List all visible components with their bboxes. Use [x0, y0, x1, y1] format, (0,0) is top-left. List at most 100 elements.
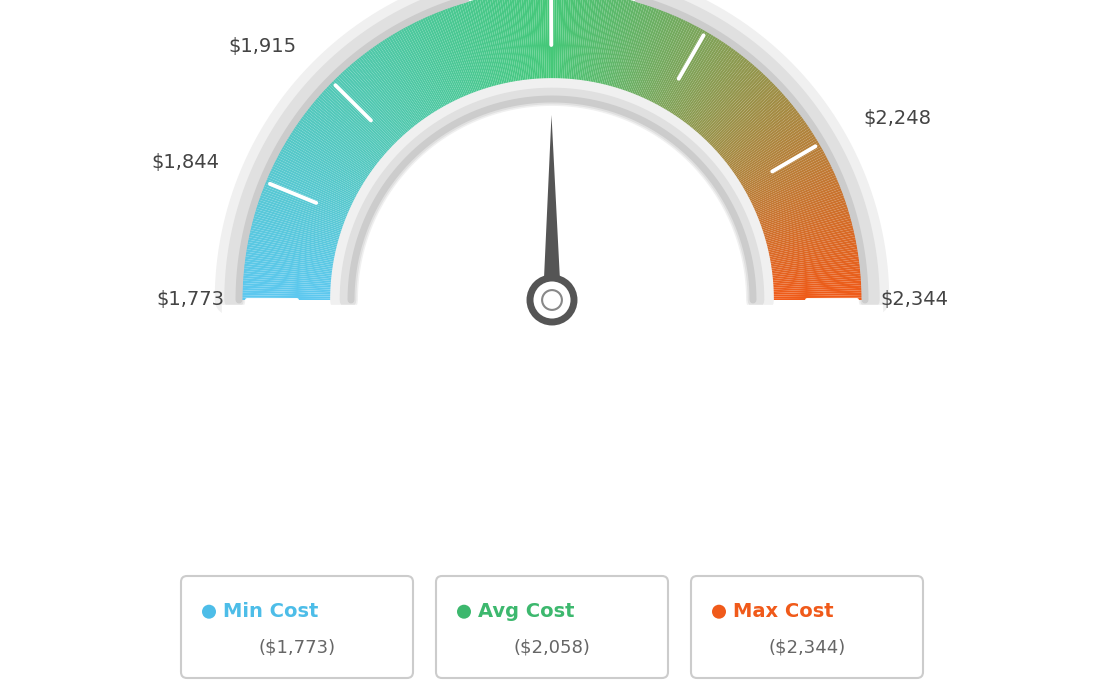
Wedge shape	[635, 17, 682, 119]
Wedge shape	[640, 21, 691, 121]
Wedge shape	[349, 64, 422, 149]
Wedge shape	[697, 86, 778, 163]
Wedge shape	[749, 244, 858, 266]
Wedge shape	[601, 0, 629, 106]
Text: ($1,773): ($1,773)	[258, 639, 336, 657]
Wedge shape	[641, 23, 692, 122]
Wedge shape	[671, 50, 739, 140]
Wedge shape	[434, 12, 477, 115]
Wedge shape	[626, 12, 668, 115]
Wedge shape	[352, 61, 425, 147]
Wedge shape	[749, 242, 857, 264]
Wedge shape	[560, 0, 566, 100]
Wedge shape	[528, 0, 538, 101]
Wedge shape	[555, 0, 560, 100]
Wedge shape	[424, 17, 471, 118]
Wedge shape	[380, 41, 443, 134]
Wedge shape	[751, 268, 861, 282]
Wedge shape	[447, 8, 486, 112]
Wedge shape	[530, 0, 540, 101]
Wedge shape	[311, 102, 397, 174]
Wedge shape	[326, 86, 407, 163]
Wedge shape	[730, 157, 828, 209]
Wedge shape	[708, 106, 796, 176]
Wedge shape	[487, 0, 511, 104]
Wedge shape	[747, 237, 856, 261]
Wedge shape	[403, 27, 457, 125]
Wedge shape	[715, 121, 807, 186]
Wedge shape	[752, 278, 861, 288]
Wedge shape	[485, 0, 510, 105]
Wedge shape	[596, 0, 622, 105]
Wedge shape	[452, 6, 489, 111]
Wedge shape	[688, 72, 764, 154]
Wedge shape	[585, 0, 605, 103]
Wedge shape	[511, 0, 527, 102]
Wedge shape	[559, 0, 564, 100]
Wedge shape	[286, 138, 382, 197]
Wedge shape	[679, 61, 752, 147]
Wedge shape	[520, 0, 533, 101]
Circle shape	[530, 278, 574, 322]
Wedge shape	[692, 79, 772, 159]
Wedge shape	[752, 295, 862, 299]
Wedge shape	[248, 235, 357, 259]
Wedge shape	[676, 57, 746, 144]
Wedge shape	[253, 216, 360, 247]
Wedge shape	[242, 297, 352, 300]
Wedge shape	[264, 184, 367, 226]
Wedge shape	[410, 23, 461, 123]
Text: $1,915: $1,915	[229, 37, 296, 56]
Wedge shape	[388, 36, 447, 130]
Wedge shape	[691, 77, 769, 157]
Wedge shape	[248, 237, 357, 261]
Wedge shape	[526, 0, 537, 101]
Wedge shape	[302, 114, 392, 181]
Wedge shape	[643, 23, 694, 123]
Wedge shape	[743, 209, 849, 243]
Wedge shape	[454, 5, 490, 110]
Wedge shape	[615, 6, 652, 111]
Wedge shape	[535, 0, 542, 100]
Wedge shape	[268, 172, 370, 219]
Wedge shape	[413, 21, 464, 121]
Wedge shape	[739, 188, 842, 229]
Wedge shape	[352, 100, 752, 300]
Wedge shape	[295, 126, 386, 189]
Wedge shape	[253, 218, 359, 248]
Wedge shape	[266, 179, 368, 224]
Wedge shape	[270, 168, 371, 216]
Wedge shape	[449, 7, 487, 111]
Wedge shape	[337, 76, 414, 157]
Wedge shape	[667, 46, 732, 137]
Wedge shape	[726, 148, 824, 204]
Wedge shape	[744, 211, 850, 244]
Wedge shape	[724, 142, 820, 199]
Wedge shape	[602, 0, 631, 107]
Wedge shape	[319, 93, 403, 168]
Wedge shape	[737, 184, 840, 226]
Wedge shape	[583, 0, 603, 103]
Wedge shape	[475, 0, 503, 106]
Wedge shape	[740, 195, 845, 234]
Wedge shape	[513, 0, 529, 101]
Wedge shape	[296, 124, 388, 188]
Wedge shape	[574, 0, 588, 101]
Wedge shape	[247, 242, 355, 264]
Wedge shape	[375, 43, 439, 135]
FancyBboxPatch shape	[436, 576, 668, 678]
Wedge shape	[269, 170, 370, 218]
Wedge shape	[297, 121, 389, 186]
Wedge shape	[645, 25, 697, 124]
Wedge shape	[322, 90, 405, 166]
Wedge shape	[550, 0, 552, 100]
Wedge shape	[516, 0, 530, 101]
Wedge shape	[422, 17, 469, 119]
Wedge shape	[594, 0, 619, 105]
Wedge shape	[572, 0, 586, 101]
Wedge shape	[707, 102, 793, 174]
Wedge shape	[243, 283, 352, 290]
Wedge shape	[745, 218, 851, 248]
Wedge shape	[681, 63, 753, 148]
Wedge shape	[255, 209, 361, 243]
